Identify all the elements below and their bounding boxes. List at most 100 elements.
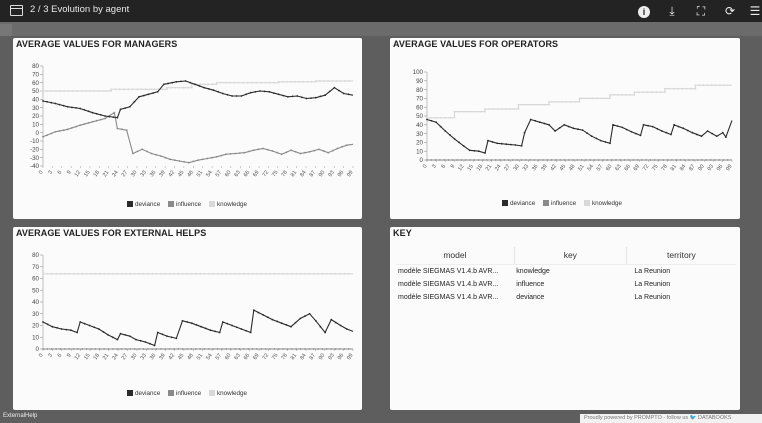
data-point-influence <box>345 144 348 147</box>
x-tick-label: 3 <box>431 164 438 170</box>
data-point-influence <box>251 348 254 350</box>
data-point-knowledge <box>182 86 185 89</box>
x-tick-label: 15 <box>466 164 474 172</box>
data-point-knowledge <box>343 272 346 275</box>
data-point-deviance <box>335 321 337 324</box>
y-tick-label: 20 <box>32 323 39 330</box>
data-point-deviance <box>285 324 288 326</box>
data-point-deviance <box>100 114 102 116</box>
data-point-knowledge <box>522 103 524 106</box>
data-point-influence <box>610 159 613 161</box>
data-point-knowledge <box>85 272 88 275</box>
data-point-knowledge <box>561 101 563 103</box>
data-point-knowledge <box>710 84 713 87</box>
data-point-influence <box>282 348 284 350</box>
data-point-deviance <box>711 132 714 135</box>
data-point-influence <box>164 348 167 350</box>
data-point-knowledge <box>120 272 123 275</box>
data-point-deviance <box>93 326 96 329</box>
data-point-influence <box>649 159 652 161</box>
data-point-deviance <box>144 341 147 343</box>
data-point-deviance <box>567 125 570 128</box>
refresh-icon[interactable]: ⟳ <box>724 4 736 18</box>
data-point-knowledge <box>80 90 83 92</box>
column-header-model[interactable]: model <box>396 247 515 265</box>
data-point-influence <box>572 159 574 161</box>
data-point-influence <box>104 117 106 120</box>
data-point-influence <box>312 348 315 350</box>
column-header-territory[interactable]: territory <box>626 247 736 265</box>
data-point-influence <box>593 159 596 161</box>
data-point-deviance <box>691 131 694 134</box>
data-point-influence <box>91 120 94 123</box>
data-point-deviance <box>235 326 238 329</box>
x-tick-label: 45 <box>177 353 185 361</box>
download-icon[interactable]: ⤓ <box>669 4 675 18</box>
powered-by-footer[interactable]: Proudly powered by PROMPTO - follow us 🐦… <box>580 414 762 423</box>
data-point-deviance <box>135 338 137 341</box>
data-point-deviance <box>682 127 685 130</box>
data-point-knowledge <box>496 108 499 110</box>
data-point-influence <box>671 159 673 161</box>
y-tick-label: 70 <box>416 96 423 103</box>
data-point-influence <box>295 348 298 350</box>
x-tick-label: 63 <box>233 170 241 178</box>
data-point-deviance <box>616 125 619 127</box>
data-point-knowledge <box>155 272 158 275</box>
data-point-influence <box>133 348 136 350</box>
window-icon[interactable] <box>10 5 23 16</box>
data-point-knowledge <box>694 84 697 87</box>
data-point-influence <box>129 348 132 350</box>
x-tick-label: 15 <box>83 353 91 361</box>
x-tick-label: 84 <box>679 164 687 172</box>
x-tick-label: 99 <box>346 170 354 178</box>
data-point-knowledge <box>457 110 460 113</box>
data-point-deviance <box>50 101 53 104</box>
data-point-influence <box>580 159 583 161</box>
data-point-deviance <box>345 328 348 330</box>
data-point-deviance <box>79 107 82 110</box>
data-point-knowledge <box>513 108 516 110</box>
data-point-deviance <box>249 91 252 94</box>
data-point-knowledge <box>63 90 66 92</box>
data-point-knowledge <box>637 91 640 94</box>
data-point-knowledge <box>539 103 542 106</box>
data-point-knowledge <box>291 272 293 275</box>
data-point-influence <box>589 159 592 161</box>
x-tick-label: 84 <box>299 353 307 361</box>
data-point-knowledge <box>449 116 451 119</box>
x-tick-label: 45 <box>177 170 185 178</box>
data-point-influence <box>197 159 199 162</box>
data-point-deviance <box>119 108 122 111</box>
data-point-influence <box>286 348 289 350</box>
data-point-knowledge <box>229 272 232 275</box>
data-point-deviance <box>430 119 433 122</box>
info-icon[interactable]: i <box>636 3 652 19</box>
data-point-deviance <box>314 319 317 322</box>
data-point-deviance <box>184 80 187 82</box>
x-tick-label: 87 <box>688 164 696 172</box>
data-point-knowledge <box>46 90 49 92</box>
data-point-deviance <box>124 334 127 336</box>
column-header-key[interactable]: key <box>514 247 627 265</box>
fullscreen-icon[interactable]: ⛶ <box>696 4 706 18</box>
data-point-knowledge <box>596 97 598 100</box>
x-tick-label: 51 <box>196 353 204 361</box>
data-point-knowledge <box>256 272 258 275</box>
data-point-knowledge <box>260 272 263 275</box>
data-point-deviance <box>604 141 607 143</box>
data-point-influence <box>100 118 102 121</box>
data-point-deviance <box>277 93 280 96</box>
y-tick-label: 50 <box>416 113 423 120</box>
menu-icon[interactable]: ☰ <box>749 4 761 18</box>
data-point-influence <box>181 348 184 350</box>
data-point-deviance <box>240 95 243 97</box>
y-tick-label: 20 <box>416 140 423 147</box>
data-point-knowledge <box>583 97 585 100</box>
data-point-deviance <box>95 112 98 115</box>
data-point-influence <box>42 135 44 138</box>
data-point-knowledge <box>264 81 267 84</box>
data-point-deviance <box>221 92 224 95</box>
data-point-deviance <box>665 131 668 134</box>
